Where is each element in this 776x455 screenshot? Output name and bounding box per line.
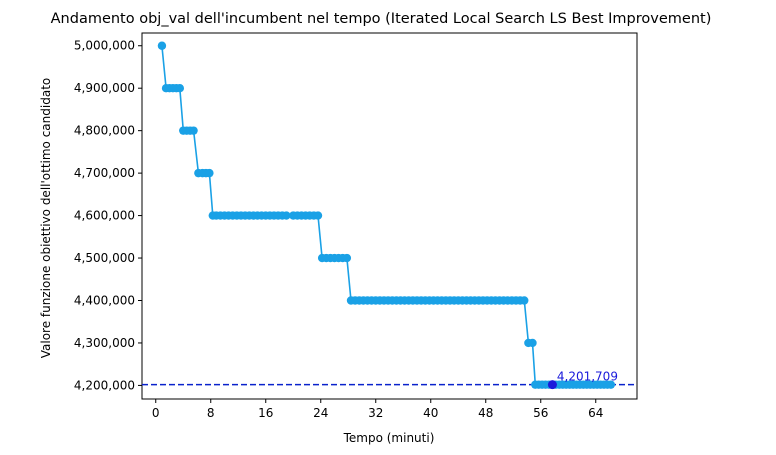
data-point: [205, 168, 214, 178]
x-tick-label: 64: [588, 406, 603, 420]
data-point: [528, 338, 537, 348]
x-tick-label: 0: [152, 406, 160, 420]
y-axis: 4,200,000 4,300,000 4,400,000 4,500,000 4,60…: [74, 39, 142, 392]
y-tick-label: 4,300,000: [74, 336, 135, 350]
data-point: [282, 211, 291, 220]
data-point: [606, 380, 616, 389]
x-tick-label: 48: [478, 406, 493, 420]
y-tick-label: 4,800,000: [74, 124, 135, 138]
plot-area: 0 8 16 24 32 40 48 56 64 4,200,000 4,300,000 4,400…: [74, 32, 638, 420]
y-axis-label: Valore funzione obiettivo dell'ottimo ca…: [39, 78, 53, 359]
best-point-marker: [547, 380, 557, 390]
data-point: [313, 211, 323, 220]
y-tick-label: 4,400,000: [74, 293, 135, 307]
data-point: [175, 83, 185, 93]
x-axis-label: Tempo (minuti): [343, 431, 435, 445]
y-tick-label: 4,600,000: [74, 209, 135, 223]
x-tick-label: 24: [313, 406, 328, 420]
x-tick-label: 16: [258, 406, 273, 420]
x-tick-label: 8: [207, 406, 215, 420]
best-value-annotation: 4,201,709: [557, 370, 618, 384]
y-tick-label: 5,000,000: [74, 39, 135, 53]
y-tick-label: 4,900,000: [74, 81, 135, 95]
x-tick-label: 56: [533, 406, 548, 420]
data-point: [189, 126, 198, 135]
y-tick-label: 4,200,000: [74, 378, 135, 392]
chart-title: Andamento obj_val dell'incumbent nel tem…: [51, 11, 712, 27]
y-tick-label: 4,700,000: [74, 166, 135, 180]
x-tick-label: 32: [368, 406, 383, 420]
series-markers: [157, 41, 616, 389]
x-tick-label: 40: [423, 406, 438, 420]
y-tick-label: 4,500,000: [74, 251, 135, 265]
data-point: [342, 253, 352, 263]
x-axis: 0 8 16 24 32 40 48 56 64: [152, 399, 603, 420]
data-point: [157, 41, 167, 50]
data-point: [520, 296, 529, 305]
